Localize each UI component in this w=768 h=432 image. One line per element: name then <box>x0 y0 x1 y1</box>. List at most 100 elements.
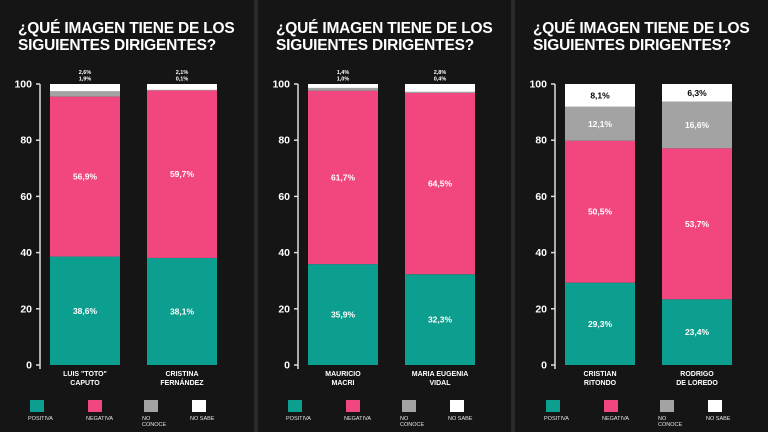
bar-segment-positiva <box>308 264 378 365</box>
y-tick-label: 80 <box>278 135 290 147</box>
legend-item-no-sabe: NO SABE <box>190 400 246 422</box>
legend-swatch <box>546 400 560 412</box>
legend-item-negativa: NEGATIVA <box>86 400 142 422</box>
legend-item-no-sabe: NO SABE <box>448 400 504 422</box>
bar-segment-positiva <box>50 256 120 365</box>
y-tick-label: 0 <box>26 360 32 372</box>
bar-segment-negativa <box>405 92 475 275</box>
category-label: LUIS "TOTO" <box>63 371 107 378</box>
legend-swatch <box>30 400 44 412</box>
y-tick-label: 80 <box>535 135 547 147</box>
y-tick-label: 20 <box>535 303 547 315</box>
chart-title-2: ¿QUÉ IMAGEN TIENE DE LOS SIGUIENTES DIRI… <box>276 20 493 54</box>
data-label-no-sabe: 2,8% <box>434 70 447 76</box>
legend-item-no-conoce: NO CONOCE <box>658 400 714 428</box>
bar-segment-positiva <box>147 257 217 365</box>
y-tick-label: 100 <box>529 79 547 91</box>
y-tick-label: 40 <box>20 247 32 259</box>
category-label: MAURICIO <box>325 371 361 378</box>
legend-3: POSITIVA NEGATIVA NO CONOCE NO SABE <box>544 400 764 430</box>
bar-segment-negativa <box>565 140 635 283</box>
data-label-no-conoce: 1,0% <box>337 77 350 83</box>
y-tick-label: 0 <box>284 360 290 372</box>
legend-swatch <box>660 400 674 412</box>
legend-label: NO CONOCE <box>400 416 425 428</box>
bar-segment-no-sabe <box>308 84 378 88</box>
legend-label: POSITIVA <box>286 416 311 422</box>
y-tick-label: 60 <box>535 191 547 203</box>
legend-swatch <box>192 400 206 412</box>
y-tick-label: 60 <box>278 191 290 203</box>
bar-segment-no-conoce <box>50 91 120 97</box>
bar-segment-no-sabe <box>50 84 120 92</box>
stacked-bar-chart-1: 0 20 40 60 80 100 38,6% 56,9% 1,9%2,6% LUIS "TOTO… <box>14 70 217 387</box>
legend-swatch <box>144 400 158 412</box>
data-label-positiva: 23,4% <box>685 327 710 337</box>
legend-1: POSITIVA NEGATIVA NO CONOCE NO SABE <box>28 400 248 430</box>
y-tick-label: 0 <box>541 360 547 372</box>
legend-swatch <box>288 400 302 412</box>
category-label: CRISTIAN <box>583 371 616 378</box>
bar-segment-negativa <box>147 90 217 258</box>
chart-title-3: ¿QUÉ IMAGEN TIENE DE LOS SIGUIENTES DIRI… <box>533 20 750 54</box>
bar-segment-no-conoce <box>565 106 635 141</box>
legend-label: NO SABE <box>706 416 731 422</box>
legend-label: NEGATIVA <box>602 416 629 422</box>
bar-segment-negativa <box>308 90 378 265</box>
bar-segment-positiva <box>662 299 732 365</box>
y-tick-label: 40 <box>535 247 547 259</box>
bar-segment-no-sabe <box>662 84 732 102</box>
data-label-no-conoce: 0,1% <box>176 77 189 83</box>
legend-item-positiva: POSITIVA <box>286 400 342 422</box>
bar-segment-no-conoce <box>662 101 732 149</box>
legend-swatch <box>402 400 416 412</box>
legend-item-no-conoce: NO CONOCE <box>400 400 456 428</box>
bar-segment-no-sabe <box>147 84 217 90</box>
y-tick-label: 80 <box>20 135 32 147</box>
data-label-positiva: 29,3% <box>588 319 613 329</box>
legend-item-no-conoce: NO CONOCE <box>142 400 198 428</box>
category-label: RODRIGO <box>680 371 714 378</box>
category-label: CAPUTO <box>70 380 100 387</box>
data-label-no-conoce: 16,6% <box>685 120 710 130</box>
bar-segment-no-sabe <box>405 84 475 92</box>
bar-segment-positiva <box>405 274 475 365</box>
data-label-no-sabe: 8,1% <box>590 90 610 100</box>
bar-segment-positiva <box>565 282 635 365</box>
legend-item-positiva: POSITIVA <box>544 400 600 422</box>
legend-item-negativa: NEGATIVA <box>602 400 658 422</box>
legend-label: NEGATIVA <box>86 416 113 422</box>
legend-label: NO CONOCE <box>658 416 683 428</box>
category-label: MARIA EUGENIA <box>412 371 469 378</box>
chart-panel-2: ¿QUÉ IMAGEN TIENE DE LOS SIGUIENTES DIRI… <box>258 0 510 432</box>
data-label-no-conoce: 12,1% <box>588 119 613 129</box>
legend-item-no-sabe: NO SABE <box>706 400 762 422</box>
category-label: CRISTINA <box>165 371 198 378</box>
legend-item-negativa: NEGATIVA <box>344 400 400 422</box>
category-label: DE LOREDO <box>676 380 718 387</box>
legend-swatch <box>88 400 102 412</box>
bar-segment-negativa <box>50 96 120 257</box>
legend-2: POSITIVA NEGATIVA NO CONOCE NO SABE <box>286 400 506 430</box>
data-label-positiva: 38,1% <box>170 306 195 316</box>
data-label-negativa: 53,7% <box>685 219 710 229</box>
y-tick-label: 100 <box>14 79 32 91</box>
legend-item-positiva: POSITIVA <box>28 400 84 422</box>
bar-segment-no-conoce <box>405 91 475 93</box>
data-label-no-sabe: 6,3% <box>687 88 707 98</box>
data-label-no-conoce: 1,9% <box>79 77 92 83</box>
data-label-positiva: 35,9% <box>331 310 356 320</box>
category-label: MACRI <box>332 380 355 387</box>
data-label-negativa: 59,7% <box>170 169 195 179</box>
panel-divider-2 <box>511 0 515 432</box>
chart-panel-3: ¿QUÉ IMAGEN TIENE DE LOS SIGUIENTES DIRI… <box>515 0 767 432</box>
y-tick-label: 20 <box>20 303 32 315</box>
legend-label: NEGATIVA <box>344 416 371 422</box>
y-tick-label: 60 <box>20 191 32 203</box>
bar-segment-no-conoce <box>147 89 217 91</box>
data-label-no-sabe: 2,6% <box>79 70 92 76</box>
data-label-negativa: 50,5% <box>588 207 613 217</box>
category-label: FERNÁNDEZ <box>160 378 204 387</box>
y-tick-label: 20 <box>278 303 290 315</box>
data-label-negativa: 64,5% <box>428 179 453 189</box>
